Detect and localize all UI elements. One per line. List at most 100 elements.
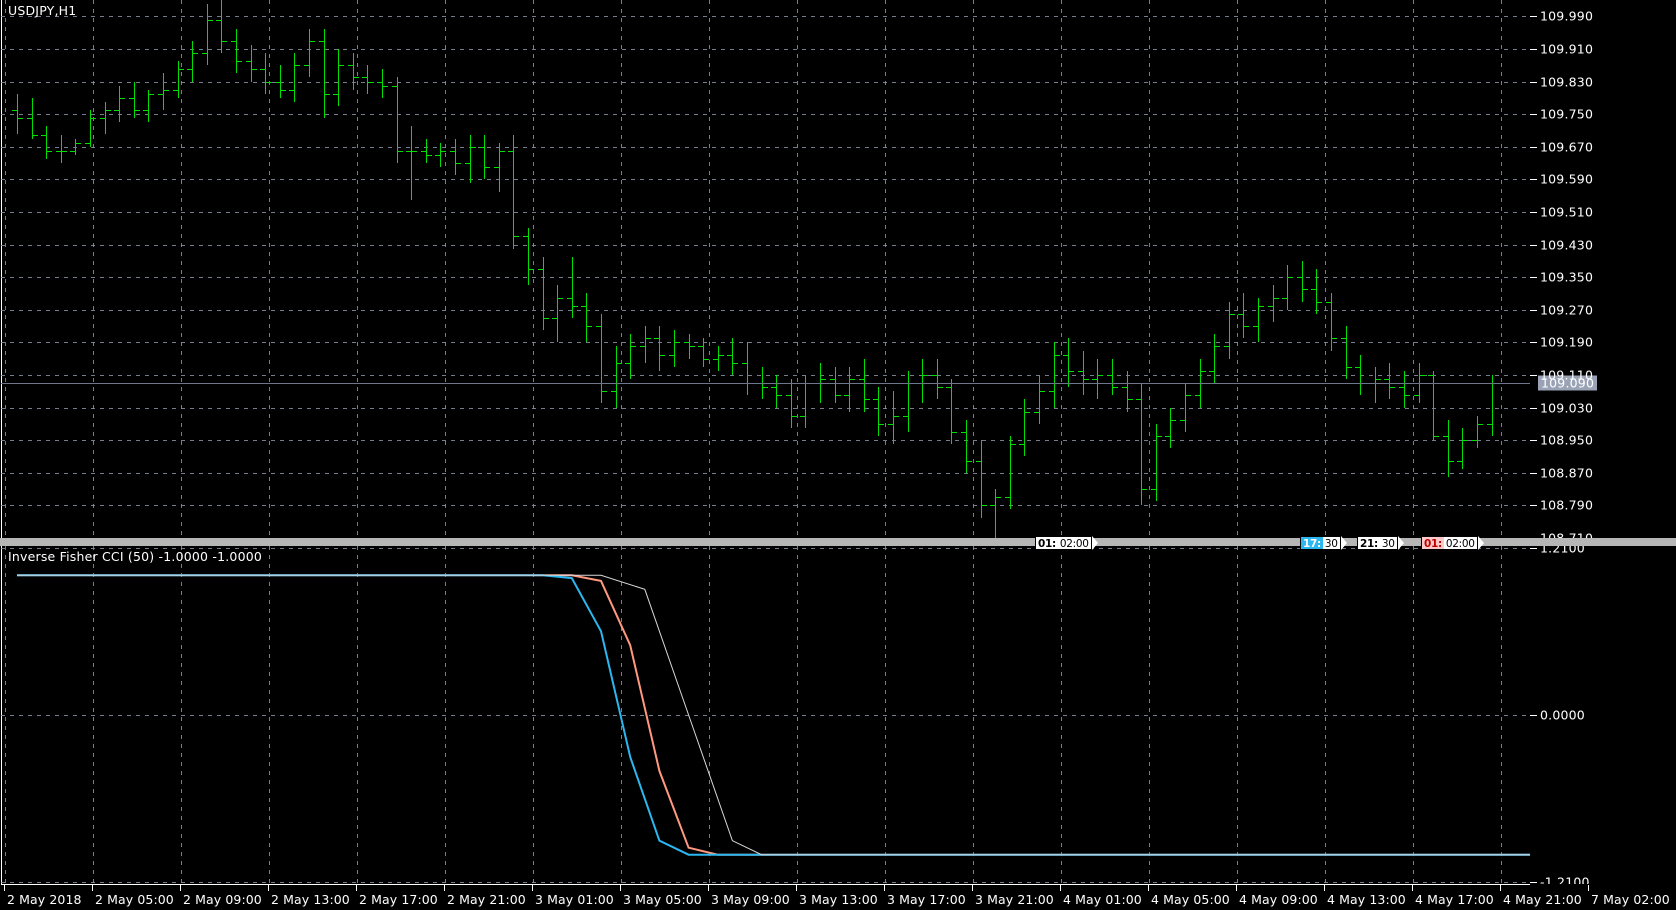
ohlc-open-tick (1136, 399, 1141, 401)
ohlc-open-tick (100, 118, 105, 120)
ohlc-close-tick (135, 110, 140, 112)
ohlc-open-tick (1165, 436, 1170, 438)
ohlc-bar (499, 142, 500, 192)
ohlc-open-tick (12, 110, 17, 112)
ohlc-open-tick (1428, 374, 1433, 376)
ohlc-open-tick (523, 236, 528, 238)
ohlc-close-tick (1317, 301, 1322, 303)
ohlc-open-tick (611, 391, 616, 393)
ohlc-close-tick (252, 69, 257, 71)
time-axis-label: 3 May 05:00 (623, 892, 702, 907)
indicator-axis-tick (1530, 548, 1537, 549)
ohlc-close-tick (821, 379, 826, 381)
ohlc-bar (17, 93, 18, 135)
ohlc-close-tick (1098, 374, 1103, 376)
price-gridline-v (1501, 0, 1502, 538)
price-axis-label: 108.950 (1540, 432, 1594, 448)
ohlc-bar (61, 134, 62, 164)
ohlc-close-tick (1259, 305, 1264, 307)
ohlc-open-tick (1472, 440, 1477, 442)
time-countdown-marker[interactable]: 17: 30 (1300, 536, 1347, 550)
ohlc-bar (878, 387, 879, 437)
ohlc-open-tick (187, 69, 192, 71)
ohlc-close-tick (558, 297, 563, 299)
ohlc-bar (981, 440, 982, 518)
time-countdown-marker[interactable]: 01: 02:00 (1421, 536, 1484, 550)
ohlc-close-tick (1011, 444, 1016, 446)
price-axis-tick (1530, 114, 1537, 115)
ohlc-open-tick (275, 81, 280, 83)
price-axis-tick (1530, 277, 1537, 278)
ohlc-bar (1375, 366, 1376, 404)
indicator-plot-area[interactable]: Inverse Fisher CCI (50) -1.0000 -1.0000 (1, 546, 1530, 884)
ohlc-bar (367, 65, 368, 94)
price-axis-label: 109.510 (1540, 204, 1594, 220)
indicator-lines (17, 574, 1530, 856)
price-axis-label: 108.790 (1540, 497, 1594, 513)
ohlc-bar (178, 61, 179, 98)
ohlc-open-tick (669, 354, 674, 356)
ohlc-close-tick (1128, 399, 1133, 401)
time-countdown-marker[interactable]: 21: 30 (1357, 536, 1404, 550)
indicator-axis[interactable]: 1.2100 0.0000 -1.2100 (1530, 541, 1676, 890)
ohlc-open-tick (903, 415, 908, 417)
price-gridline-h (1, 245, 1530, 246)
ohlc-bar (659, 326, 660, 371)
ohlc-open-tick (333, 93, 338, 95)
price-gridline-v (1061, 0, 1062, 538)
ohlc-close-tick (1274, 297, 1279, 299)
price-plot-left-border (1, 0, 2, 538)
time-axis[interactable]: 2 May 2018 2 May 05:00 2 May 09:00 2 May 13… (0, 884, 1676, 910)
ohlc-open-tick (348, 65, 353, 67)
time-countdown-marker[interactable]: 01: 02:00 (1035, 536, 1098, 550)
ohlc-bar (134, 81, 135, 119)
ohlc-open-tick (1005, 497, 1010, 499)
price-axis-label: 109.750 (1540, 106, 1594, 122)
ohlc-close-tick (1303, 289, 1308, 291)
price-axis-label: 109.110 (1540, 367, 1594, 383)
ohlc-open-tick (1487, 423, 1492, 425)
ohlc-open-tick (1341, 338, 1346, 340)
ohlc-bar (1258, 297, 1259, 343)
ohlc-open-tick (698, 346, 703, 348)
price-axis[interactable]: 109.090 109.990 109.910 109.830 109.750 109.… (1530, 0, 1676, 546)
price-axis-label: 109.030 (1540, 400, 1594, 416)
pane-separator[interactable] (0, 538, 1676, 546)
price-gridline-h (1, 408, 1530, 409)
ohlc-close-tick (1288, 277, 1293, 279)
ohlc-open-tick (1049, 391, 1054, 393)
ohlc-close-tick (660, 354, 665, 356)
price-axis-tick (1530, 49, 1537, 50)
ohlc-open-tick (450, 150, 455, 152)
ohlc-open-tick (508, 150, 513, 152)
ohlc-bar (46, 126, 47, 159)
time-axis-label: 4 May 21:00 (1503, 892, 1582, 907)
time-marker-arrow (1477, 536, 1484, 550)
ohlc-bar (1287, 264, 1288, 310)
ohlc-close-tick (1478, 423, 1483, 425)
time-marker-arrow (1340, 536, 1347, 550)
ohlc-bar (455, 138, 456, 176)
ohlc-close-tick (412, 150, 417, 152)
ohlc-bar (689, 334, 690, 359)
ohlc-bar (1302, 260, 1303, 302)
ohlc-bar (791, 379, 792, 428)
ohlc-open-tick (129, 97, 134, 99)
ohlc-close-tick (164, 89, 169, 91)
ohlc-close-tick (1230, 313, 1235, 315)
time-marker-arrow (1091, 536, 1098, 550)
ohlc-open-tick (70, 150, 75, 152)
ohlc-close-tick (544, 317, 549, 319)
ohlc-bar (616, 346, 617, 408)
price-plot-area[interactable]: USDJPY,H1 (1, 0, 1530, 538)
ohlc-close-tick (879, 423, 884, 425)
time-axis-tick (268, 885, 269, 891)
ohlc-bar (1433, 370, 1434, 441)
ohlc-close-tick (617, 362, 622, 364)
price-axis-tick (1530, 212, 1537, 213)
ohlc-close-tick (967, 460, 972, 462)
ohlc-close-tick (1434, 436, 1439, 438)
price-axis-label: 109.190 (1540, 334, 1594, 350)
ohlc-open-tick (742, 362, 747, 364)
ohlc-close-tick (1084, 379, 1089, 381)
